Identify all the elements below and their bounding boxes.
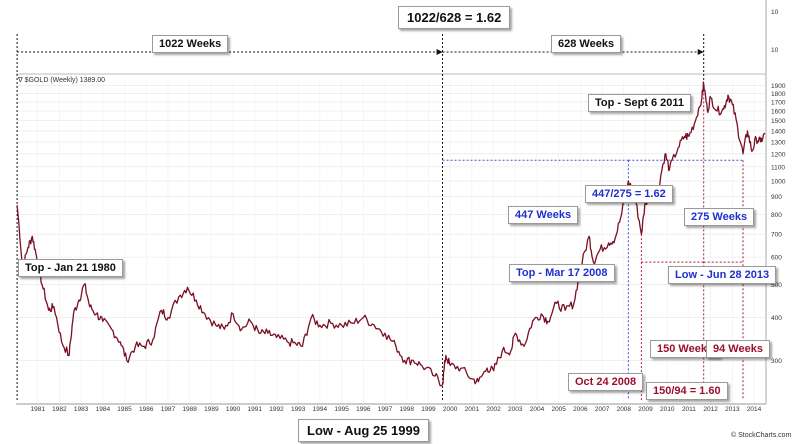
top-2011-label: Top - Sept 6 2011	[588, 94, 692, 112]
y-tick-label: 800	[771, 212, 782, 219]
x-tick-label: 1996	[356, 406, 371, 413]
x-tick-label: 2000	[443, 406, 458, 413]
weeks-1022-label: 1022 Weeks	[152, 35, 229, 53]
y-tick-label: 1100	[771, 164, 785, 171]
axes	[16, 0, 767, 405]
x-tick-label: 2004	[530, 406, 545, 413]
x-tick-label: 1988	[182, 406, 197, 413]
x-tick-label: 1987	[161, 406, 176, 413]
y-tick-label: 1800	[771, 91, 786, 98]
x-tick-label: 1985	[117, 406, 132, 413]
ratio-red-label: 150/94 = 1.60	[646, 382, 728, 400]
x-tick-label: 1994	[313, 406, 328, 413]
x-tick-label: 1992	[269, 406, 284, 413]
x-tick-label: 2010	[660, 406, 675, 413]
top-1980-label: Top - Jan 21 1980	[18, 259, 123, 277]
y-tick-label: 1600	[771, 108, 786, 115]
x-tick-label: 2012	[703, 406, 718, 413]
y-tick-label: 400	[771, 315, 782, 322]
x-tick-label: 1989	[204, 406, 219, 413]
upper-panel-tick: 10	[771, 9, 779, 16]
top-2008-label: Top - Mar 17 2008	[509, 264, 615, 282]
weeks-447-label: 447 Weeks	[508, 206, 579, 224]
x-tick-label: 1991	[248, 406, 263, 413]
x-tick-label: 1984	[96, 406, 111, 413]
weeks-150-label: 150 Weeks	[650, 340, 721, 358]
x-tick-label: 2007	[595, 406, 610, 413]
x-tick-label: 2002	[486, 406, 501, 413]
x-tick-label: 2009	[638, 406, 653, 413]
x-tick-label: 1986	[139, 406, 154, 413]
x-tick-label: 2013	[725, 406, 740, 413]
ratio-main-label: 1022/628 = 1.62	[398, 6, 511, 29]
weeks-94-label: 94 Weeks	[706, 340, 770, 358]
marker-lines	[16, 34, 744, 400]
x-tick-label: 1999	[421, 406, 436, 413]
oct-2008-label: Oct 24 2008	[568, 373, 644, 391]
tick-labels: 300 400 500 600 700 800 900 1000 1100 1200 1300 140…	[30, 9, 785, 413]
chart-title: ∇ $GOLD (Weekly) 1389.00	[18, 76, 105, 84]
title-text: $GOLD (Weekly) 1389.00	[24, 77, 106, 84]
arrow-628	[697, 49, 704, 55]
weeks-628-label: 628 Weeks	[551, 35, 622, 53]
low-2013-label: Low - Jun 28 2013	[668, 266, 777, 284]
attribution: © StockCharts.com	[731, 432, 792, 439]
x-tick-label: 1995	[334, 406, 349, 413]
y-tick-label: 900	[771, 194, 782, 201]
y-tick-label: 600	[771, 255, 782, 262]
x-tick-label: 2006	[573, 406, 588, 413]
x-tick-label: 1993	[291, 406, 306, 413]
x-tick-label: 1990	[226, 406, 241, 413]
x-tick-label: 1982	[52, 406, 67, 413]
y-tick-label: 1400	[771, 128, 786, 135]
y-tick-label: 700	[771, 232, 782, 239]
y-tick-label: 1000	[771, 179, 786, 186]
y-tick-label: 1200	[771, 151, 786, 158]
x-tick-label: 2008	[617, 406, 632, 413]
upper-panel-tick: 10	[771, 47, 779, 54]
x-tick-label: 1983	[74, 406, 89, 413]
low-1999-label: Low - Aug 25 1999	[298, 419, 429, 442]
x-tick-label: 2014	[747, 406, 762, 413]
ratio-blue-label: 447/275 = 1.62	[585, 185, 673, 203]
price-line	[16, 81, 766, 387]
y-tick-label: 1900	[771, 83, 786, 90]
x-tick-label: 2001	[465, 406, 480, 413]
y-tick-label: 300	[771, 358, 782, 365]
weeks-275-label: 275 Weeks	[684, 208, 755, 226]
x-tick-label: 2011	[682, 406, 696, 413]
x-tick-label: 1997	[378, 406, 393, 413]
y-tick-label: 1500	[771, 118, 786, 125]
title-prefix: ∇	[18, 77, 23, 84]
x-tick-label: 1981	[30, 406, 45, 413]
y-tick-label: 1300	[771, 139, 786, 146]
y-tick-label: 1700	[771, 99, 786, 106]
x-tick-label: 1998	[400, 406, 415, 413]
y-tick-label: 500	[771, 282, 782, 289]
x-tick-label: 2005	[551, 406, 566, 413]
arrow-1022	[436, 49, 443, 55]
x-tick-label: 2003	[508, 406, 523, 413]
